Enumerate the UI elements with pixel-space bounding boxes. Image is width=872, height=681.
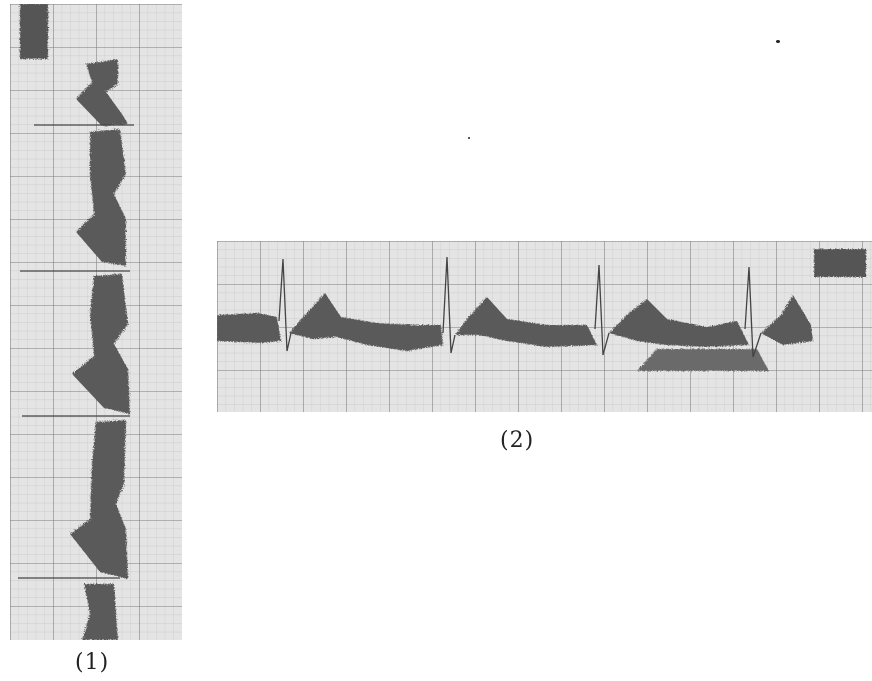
ecg-trace-thick	[70, 59, 130, 640]
artifact-smear	[637, 349, 769, 371]
panel-1-caption: (1)	[75, 650, 110, 675]
paper-speck	[776, 40, 780, 43]
ecg-spikes	[18, 124, 134, 579]
paper-speck	[468, 137, 470, 139]
ecg-strip-vertical	[10, 4, 182, 640]
panel-2-caption: (2)	[500, 428, 535, 453]
calibration-block	[20, 4, 48, 59]
ecg-strip-horizontal	[217, 241, 872, 412]
ecg-r-spikes	[278, 256, 762, 358]
calibration-block	[814, 249, 866, 277]
ecg-trace-band	[217, 293, 813, 351]
